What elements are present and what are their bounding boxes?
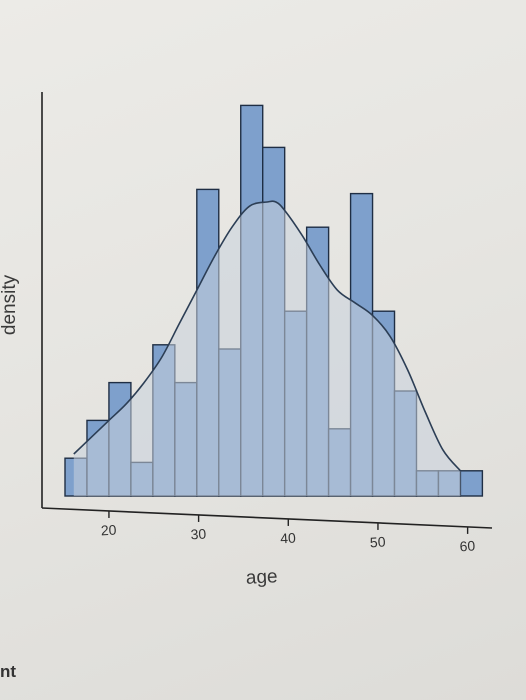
x-tick-label: 40 [280,530,297,547]
axes-layer: 20 30 40 50 60 [41,92,493,555]
density-layer [73,200,462,496]
x-tick-label: 30 [190,526,207,543]
cropped-corner-text: nt [0,662,17,681]
x-tick-label: 60 [459,538,476,555]
density-area [73,201,461,496]
x-tick-label: 20 [100,522,117,539]
density-curve [73,200,462,472]
x-axis-line [41,507,493,529]
y-axis-title: density [0,274,20,335]
histogram-bar [459,470,484,497]
x-axis-title: age [245,566,278,589]
x-tick-label: 50 [369,534,386,551]
